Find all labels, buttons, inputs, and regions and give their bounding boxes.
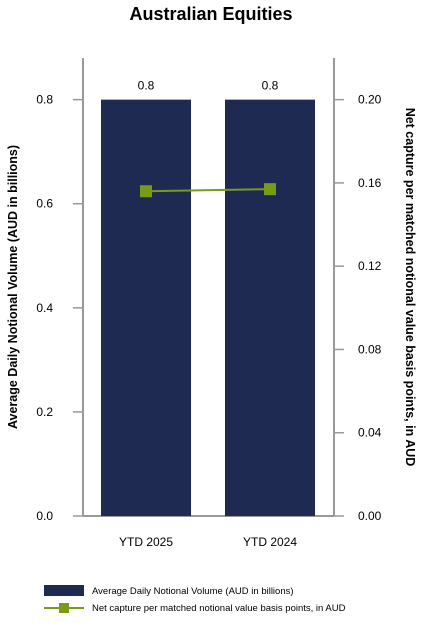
bar-data-label: 0.8 (262, 79, 279, 93)
y-left-tick-label: 0.8 (36, 93, 53, 107)
y-right-tick-label: 0.12 (358, 259, 382, 273)
y-left-tick-label: 0.4 (36, 301, 53, 315)
x-tick-label: YTD 2024 (243, 535, 297, 549)
y-left-tick-label: 0.0 (36, 509, 53, 523)
series-line (145, 188, 271, 193)
y-right-tick-label: 0.16 (358, 176, 382, 190)
data-labels-layer: 0.8 0.8 (138, 79, 279, 93)
bar-data-label: 0.8 (138, 79, 155, 93)
y-right-tick-label: 0.00 (358, 509, 382, 523)
bar (225, 99, 315, 517)
y-axis-left-label: Average Daily Notional Volume (AUD in bi… (6, 145, 20, 429)
y-right-tick-label: 0.20 (358, 93, 382, 107)
line-point (140, 185, 152, 198)
legend-label-bar: Average Daily Notional Volume (AUD in bi… (92, 586, 294, 597)
bar (101, 99, 191, 517)
line-layer (140, 183, 276, 198)
line-point (264, 183, 276, 196)
y-left-tick-label: 0.6 (36, 197, 53, 211)
x-tick-label: YTD 2025 (119, 535, 173, 549)
bars-layer (101, 99, 315, 517)
legend: Average Daily Notional Volume (AUD in bi… (44, 585, 346, 614)
legend-bar-swatch (44, 585, 84, 596)
y-right-tick-label: 0.08 (358, 342, 382, 356)
y-axis-right-label: Net capture per matched notional value b… (403, 108, 417, 467)
legend-label-line: Net capture per matched notional value b… (92, 603, 346, 614)
y-right-tick-label: 0.04 (358, 426, 382, 440)
chart-title: Australian Equities (129, 4, 292, 24)
legend-line-marker (59, 603, 69, 613)
axes: 0.0 0.2 0.4 0.6 0.8 0.00 0.04 0.08 0.12 0.16 0.20 Y… (36, 58, 382, 549)
y-left-tick-label: 0.2 (36, 405, 53, 419)
